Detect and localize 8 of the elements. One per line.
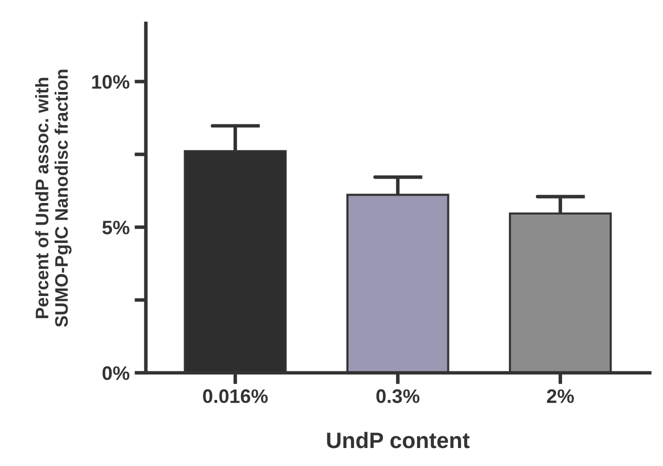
x-tick-label: 0.3%	[376, 389, 420, 404]
y-axis-title: Percent of UndP assoc. with SUMO-PglC Nanodisc fraction	[35, 70, 72, 327]
x-tick-label: 0.016%	[203, 389, 268, 404]
x-tick-label: 2%	[546, 389, 574, 404]
x-axis-title: UndP content	[327, 432, 470, 448]
y-tick-label: 10%	[92, 75, 130, 89]
y-tick-label: 0%	[102, 366, 130, 380]
y-tick-label: 5%	[102, 220, 130, 234]
